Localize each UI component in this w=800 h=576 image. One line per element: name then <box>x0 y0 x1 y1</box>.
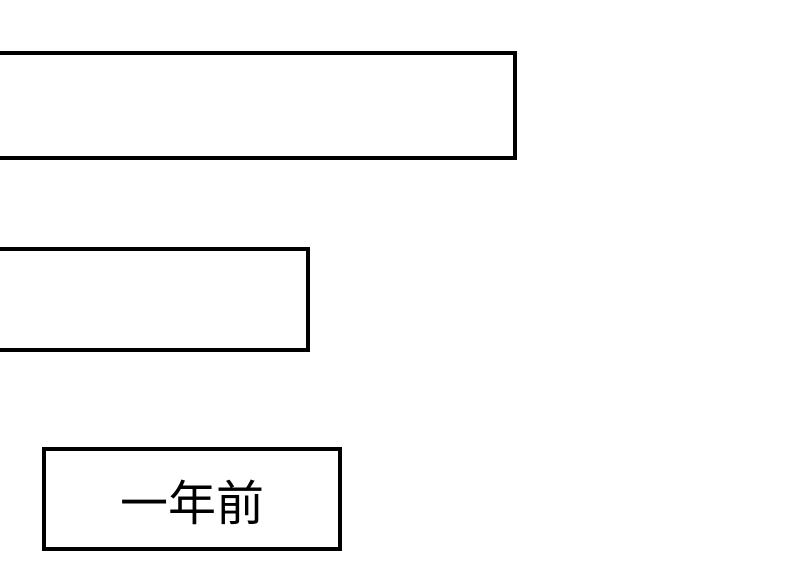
time-filter-button[interactable]: 一年前 <box>42 447 342 551</box>
input-box-2[interactable] <box>0 247 310 352</box>
input-box-1[interactable] <box>0 51 517 160</box>
time-filter-label: 一年前 <box>120 464 264 534</box>
